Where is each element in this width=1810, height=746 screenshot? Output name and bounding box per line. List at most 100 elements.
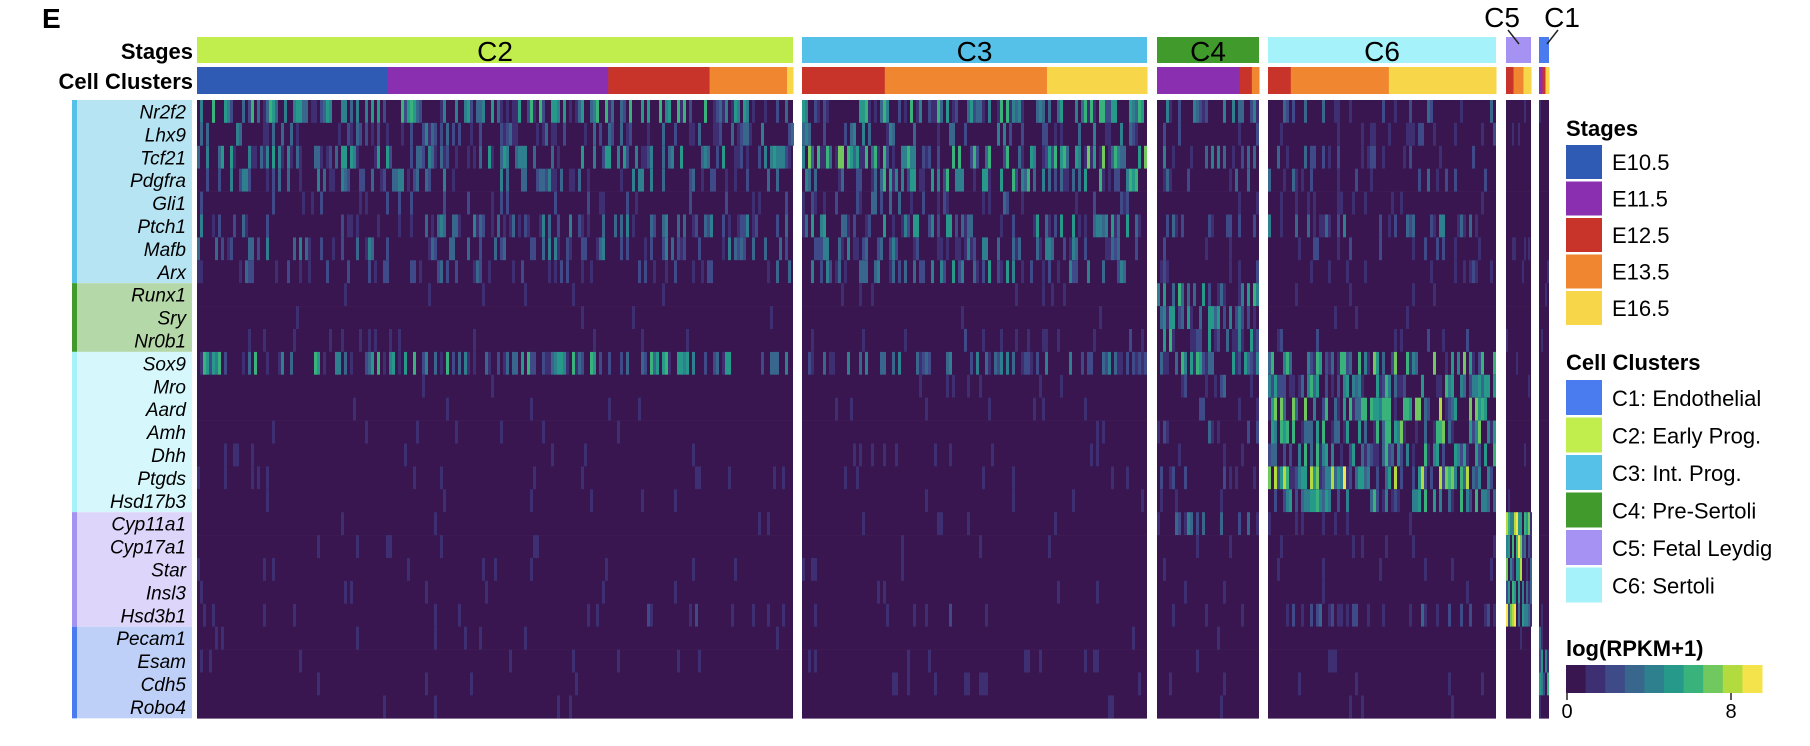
heat-cell bbox=[458, 122, 461, 146]
heat-cell bbox=[1412, 237, 1415, 261]
heat-cell bbox=[955, 237, 958, 261]
heat-cell bbox=[1187, 168, 1190, 192]
heat-cell bbox=[1286, 100, 1289, 123]
heat-cell bbox=[593, 100, 596, 123]
heat-cell bbox=[1343, 351, 1346, 375]
cluster-label-c4: C4 bbox=[1190, 36, 1226, 67]
heat-cell bbox=[1522, 535, 1524, 558]
heat-cell bbox=[1286, 145, 1289, 169]
heat-cell bbox=[722, 214, 725, 238]
heat-cell bbox=[1157, 512, 1160, 536]
heat-cell bbox=[1421, 603, 1424, 627]
heat-cell bbox=[1340, 603, 1343, 627]
heat-cell bbox=[356, 122, 359, 146]
heat-cell bbox=[275, 100, 278, 123]
cluster-stage-seg-c5-0 bbox=[1506, 67, 1514, 94]
heat-cell bbox=[722, 237, 725, 261]
heat-cell bbox=[596, 603, 599, 627]
heat-cell bbox=[725, 191, 728, 215]
heat-cell bbox=[895, 168, 898, 192]
heat-cell bbox=[1334, 306, 1337, 329]
heat-cell bbox=[1376, 374, 1379, 398]
heat-cell bbox=[1163, 237, 1166, 261]
heat-cell bbox=[1322, 214, 1325, 238]
heat-cell bbox=[290, 145, 293, 169]
heat-cell bbox=[1223, 100, 1226, 123]
heat-cell bbox=[982, 260, 985, 284]
heat-cell bbox=[317, 672, 320, 696]
heat-cell bbox=[1184, 512, 1187, 536]
heat-cell bbox=[1120, 145, 1123, 169]
heat-cell bbox=[1506, 512, 1508, 536]
heat-cell bbox=[1202, 397, 1205, 421]
gene-group-bg-c5 bbox=[72, 512, 192, 627]
heat-cell bbox=[952, 100, 955, 123]
heat-cell bbox=[1391, 443, 1394, 467]
heat-bg-Ptgds-C5 bbox=[1506, 466, 1531, 490]
heat-cell bbox=[434, 603, 437, 627]
heat-cell bbox=[1454, 237, 1457, 261]
heat-cell bbox=[650, 237, 653, 261]
heat-cell bbox=[1400, 329, 1403, 352]
heat-bg-Arx-C4 bbox=[1157, 260, 1259, 284]
heat-cell bbox=[236, 122, 239, 146]
heat-cell bbox=[314, 351, 317, 375]
stage-legend-label-4: E16.5 bbox=[1612, 296, 1670, 321]
heat-cell bbox=[1528, 580, 1530, 604]
heat-cell bbox=[1310, 351, 1313, 375]
heat-cell bbox=[497, 100, 500, 123]
heat-cell bbox=[638, 260, 641, 284]
heat-cell bbox=[1301, 466, 1304, 490]
heat-cell bbox=[737, 145, 740, 169]
heat-cell bbox=[1331, 603, 1334, 627]
heat-cell bbox=[647, 100, 650, 123]
heat-cell bbox=[1126, 191, 1129, 215]
heat-cell bbox=[209, 649, 212, 673]
heat-cell bbox=[224, 100, 227, 123]
heat-cell bbox=[200, 100, 203, 123]
gene-label-sox9: Sox9 bbox=[143, 354, 187, 375]
heat-cell bbox=[1238, 351, 1241, 375]
heat-cell bbox=[1253, 145, 1256, 169]
heat-cell bbox=[1343, 397, 1346, 421]
heat-cell bbox=[542, 237, 545, 261]
heat-cell bbox=[242, 214, 245, 238]
heat-cell bbox=[344, 145, 347, 169]
heat-cell bbox=[829, 260, 832, 284]
heat-cell bbox=[1280, 122, 1283, 146]
heat-cell bbox=[695, 603, 698, 627]
heat-cell bbox=[1528, 603, 1530, 627]
heat-cell bbox=[581, 145, 584, 169]
heat-cell bbox=[203, 603, 206, 627]
heat-cell bbox=[1211, 214, 1214, 238]
heat-cell bbox=[1385, 466, 1388, 490]
heat-cell bbox=[1166, 100, 1169, 123]
gene-label-aard: Aard bbox=[145, 400, 188, 421]
gene-group-bg-c4 bbox=[72, 283, 192, 352]
heat-cell bbox=[1528, 237, 1530, 261]
heat-cell bbox=[1541, 672, 1543, 696]
heat-cell bbox=[1528, 374, 1530, 398]
heat-cell bbox=[1090, 100, 1093, 123]
heat-cell bbox=[1208, 420, 1211, 444]
stage-bar-c1 bbox=[1539, 37, 1549, 63]
heat-cell bbox=[1006, 260, 1009, 284]
heat-cell bbox=[416, 145, 419, 169]
heat-cell bbox=[1331, 649, 1334, 673]
heat-cell bbox=[1217, 626, 1220, 650]
heat-cell bbox=[662, 283, 665, 307]
heat-cell bbox=[197, 260, 200, 284]
heat-cell bbox=[1163, 145, 1166, 169]
heat-cell bbox=[1135, 214, 1138, 238]
heat-cell bbox=[1409, 512, 1412, 536]
heat-cell bbox=[1084, 100, 1087, 123]
heat-cell bbox=[233, 145, 236, 169]
heat-bg-Nr0b1-C1 bbox=[1539, 329, 1549, 353]
heat-cell bbox=[1117, 237, 1120, 261]
heat-cell bbox=[641, 168, 644, 192]
heat-cell bbox=[1036, 214, 1039, 238]
heat-cell bbox=[889, 168, 892, 192]
heat-cell bbox=[479, 260, 482, 284]
heatmap-body bbox=[197, 100, 1549, 719]
heat-cell bbox=[1445, 374, 1448, 398]
